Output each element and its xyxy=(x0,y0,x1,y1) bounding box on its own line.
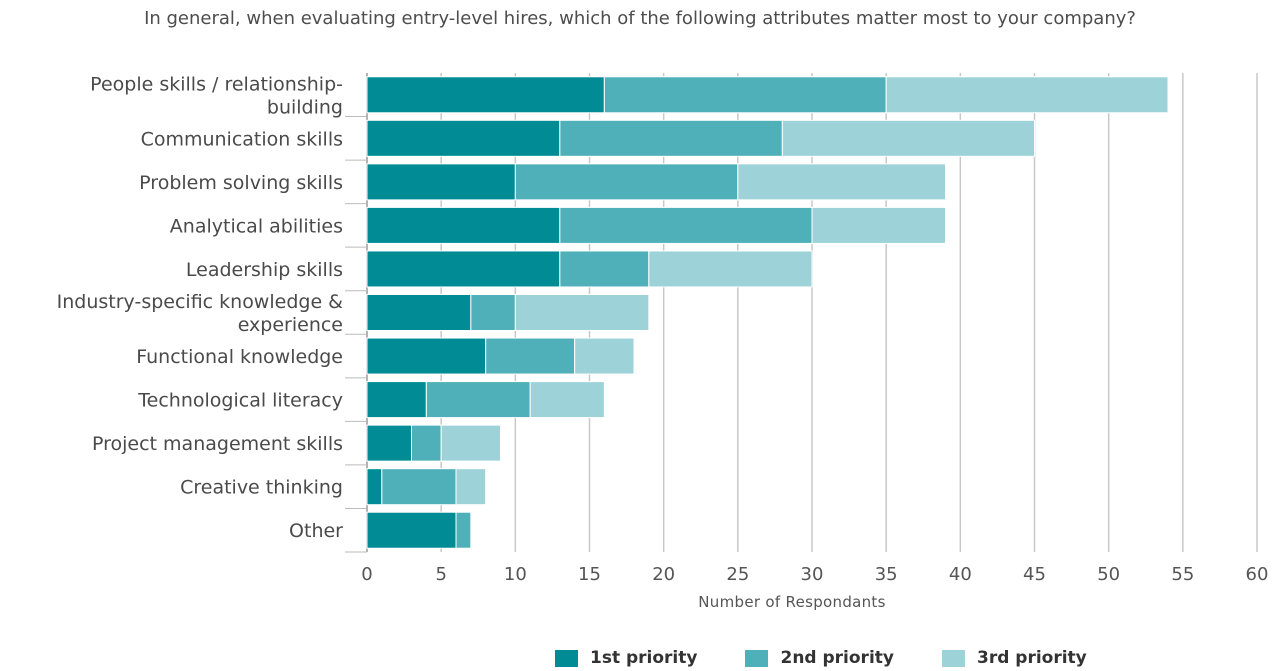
category-label: Communication skills xyxy=(141,128,343,150)
category-label: Problem solving skills xyxy=(139,172,343,194)
category-label: experience xyxy=(238,314,343,336)
bar-2-segment xyxy=(485,337,576,375)
x-tick-label: 25 xyxy=(726,564,749,585)
category-label: building xyxy=(267,96,343,118)
x-tick-label: 30 xyxy=(801,564,824,585)
bar-2-segment xyxy=(603,76,887,114)
bar-1-segment xyxy=(366,381,427,419)
category-label: Leadership skills xyxy=(186,259,343,281)
category-label: Technological literacy xyxy=(137,390,343,412)
bar-1-segment xyxy=(366,163,516,201)
bar-2-segment xyxy=(470,294,516,331)
legend-label-2nd-priority: 2nd priority xyxy=(780,648,894,668)
bar-2-segment xyxy=(425,381,531,419)
x-axis-title: Number of Respondants xyxy=(698,593,885,611)
bar-1-segment xyxy=(366,424,412,462)
bar-2-segment xyxy=(559,119,783,157)
bar-1-segment xyxy=(366,294,472,331)
bar-1-segment xyxy=(366,250,561,288)
bar-2-segment xyxy=(411,424,442,462)
bar-1-segment xyxy=(366,468,383,506)
bar-3-segment xyxy=(574,337,635,375)
legend-swatch-3rd-priority xyxy=(941,649,965,667)
legend-swatch-1st-priority xyxy=(555,649,578,667)
chart-title: In general, when evaluating entry-level … xyxy=(144,8,1136,29)
bar-3-segment xyxy=(811,206,946,244)
legend-item-1st-priority: 1st priority xyxy=(555,648,697,668)
x-tick-label: 40 xyxy=(949,564,972,585)
legend-label-3rd-priority: 3rd priority xyxy=(976,648,1087,668)
bar-2-segment xyxy=(559,206,813,244)
category-label: Analytical abilities xyxy=(170,215,343,237)
bar-3-segment xyxy=(737,163,946,201)
legend-label-1st-priority: 1st priority xyxy=(590,648,698,668)
x-tick-label: 5 xyxy=(435,564,446,585)
stacked-bar-chart: 0 5 10 15 20 25 30 35 40 45 50 55 60 People skills / … xyxy=(57,73,1269,611)
x-tick-label: 35 xyxy=(875,564,898,585)
bar-2-segment xyxy=(559,250,650,288)
legend-item-2nd-priority: 2nd priority xyxy=(745,648,894,668)
bar-3-segment xyxy=(781,119,1035,157)
bar-3-segment xyxy=(885,76,1169,114)
bar-2-segment xyxy=(514,163,739,201)
x-tick-label: 45 xyxy=(1023,564,1046,585)
x-tick-label: 20 xyxy=(652,564,675,585)
category-label: Industry-specific knowledge & xyxy=(57,291,344,313)
x-tick-label: 10 xyxy=(504,564,527,585)
bar-3-segment xyxy=(514,294,650,331)
bar-3-segment xyxy=(455,468,487,506)
x-tick-label: 0 xyxy=(361,564,372,585)
legend-item-3rd-priority: 3rd priority xyxy=(941,648,1087,668)
category-label: Other xyxy=(289,520,343,542)
category-label: Project management skills xyxy=(92,433,343,455)
legend: 1st priority 2nd priority 3rd priority xyxy=(555,648,1087,668)
bar-1-segment xyxy=(366,511,457,549)
legend-swatch-2nd-priority xyxy=(745,649,769,667)
x-tick-label: 50 xyxy=(1097,564,1120,585)
bar-2-segment xyxy=(381,468,457,506)
bar-1-segment xyxy=(366,76,605,114)
bar-3-segment xyxy=(529,381,605,419)
category-label: People skills / relationship- xyxy=(90,73,343,95)
bar-3-segment xyxy=(440,424,501,462)
bar-1-segment xyxy=(366,337,487,375)
x-tick-label: 60 xyxy=(1246,564,1269,585)
bar-3-segment xyxy=(648,250,813,288)
bar-2-segment xyxy=(455,511,472,549)
category-label: Creative thinking xyxy=(180,477,343,499)
x-tick-label: 15 xyxy=(578,564,601,585)
category-label: Functional knowledge xyxy=(136,346,343,368)
bar-1-segment xyxy=(366,119,561,157)
x-tick-label: 55 xyxy=(1171,564,1194,585)
bar-1-segment xyxy=(366,206,561,244)
